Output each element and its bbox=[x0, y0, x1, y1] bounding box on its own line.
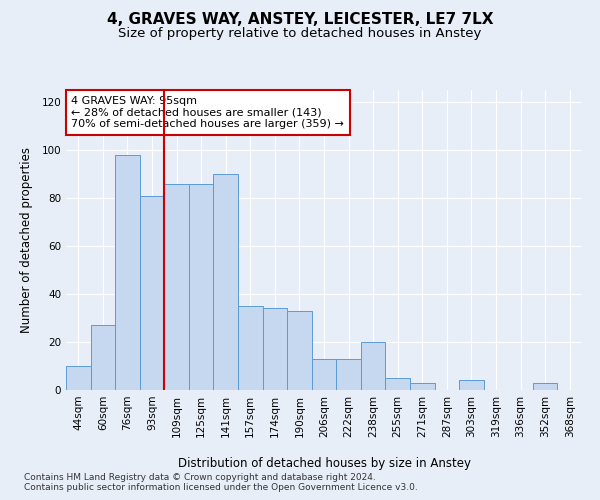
Bar bbox=[361, 342, 385, 390]
Bar bbox=[115, 155, 140, 390]
Bar bbox=[189, 184, 214, 390]
Bar bbox=[287, 311, 312, 390]
Bar bbox=[533, 383, 557, 390]
Bar bbox=[410, 383, 434, 390]
Text: 4 GRAVES WAY: 95sqm
← 28% of detached houses are smaller (143)
70% of semi-detac: 4 GRAVES WAY: 95sqm ← 28% of detached ho… bbox=[71, 96, 344, 129]
Bar bbox=[238, 306, 263, 390]
Bar bbox=[459, 380, 484, 390]
Bar bbox=[336, 359, 361, 390]
Bar bbox=[214, 174, 238, 390]
Bar bbox=[164, 184, 189, 390]
Y-axis label: Number of detached properties: Number of detached properties bbox=[20, 147, 33, 333]
Text: Size of property relative to detached houses in Anstey: Size of property relative to detached ho… bbox=[118, 28, 482, 40]
Text: 4, GRAVES WAY, ANSTEY, LEICESTER, LE7 7LX: 4, GRAVES WAY, ANSTEY, LEICESTER, LE7 7L… bbox=[107, 12, 493, 28]
Bar bbox=[385, 378, 410, 390]
Bar bbox=[263, 308, 287, 390]
Text: Contains HM Land Registry data © Crown copyright and database right 2024.
Contai: Contains HM Land Registry data © Crown c… bbox=[24, 473, 418, 492]
Bar bbox=[66, 366, 91, 390]
Text: Distribution of detached houses by size in Anstey: Distribution of detached houses by size … bbox=[178, 458, 470, 470]
Bar bbox=[140, 196, 164, 390]
Bar bbox=[91, 325, 115, 390]
Bar bbox=[312, 359, 336, 390]
